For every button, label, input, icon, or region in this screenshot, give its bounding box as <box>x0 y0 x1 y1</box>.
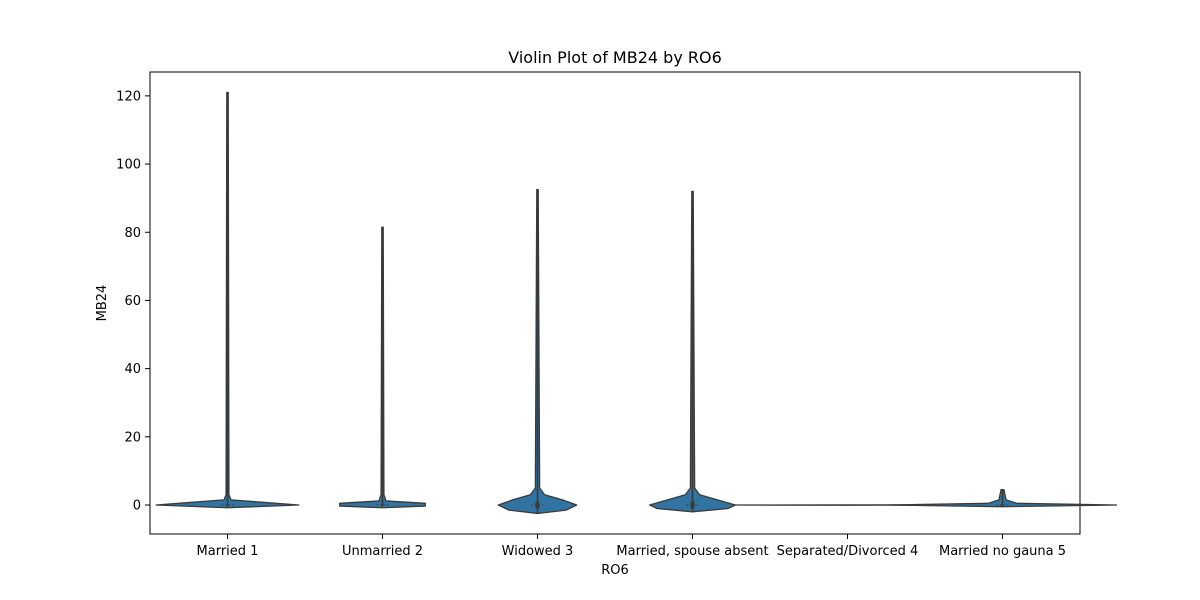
y-tick-label-5: 100 <box>116 158 141 173</box>
chart-title: Violin Plot of MB24 by RO6 <box>508 48 722 67</box>
plot-frame <box>149 71 1081 535</box>
y-tick-label-0: 0 <box>133 499 141 514</box>
x-tick-label-2: Widowed 3 <box>502 544 574 559</box>
x-tick-label-1: Unmarried 2 <box>342 544 423 559</box>
y-tick-label-4: 80 <box>124 226 141 241</box>
y-tick-label-2: 40 <box>124 362 141 377</box>
y-tick-label-1: 20 <box>124 430 141 445</box>
x-axis-label: RO6 <box>601 563 629 578</box>
x-tick-label-3: Married, spouse absent <box>616 544 768 559</box>
violins-group <box>155 91 1118 515</box>
y-tick-label-6: 120 <box>116 89 141 104</box>
x-axis: Married 1 Unmarried 2 Widowed 3 Married, sp… <box>197 534 1066 559</box>
x-tick-label-5: Married no gauna 5 <box>939 544 1066 559</box>
x-tick-label-4: Separated/Divorced 4 <box>777 544 919 559</box>
x-tick-label-0: Married 1 <box>197 544 259 559</box>
y-axis: 0 20 40 60 80 100 120 <box>116 89 150 514</box>
y-axis-label: MB24 <box>95 285 110 322</box>
y-tick-label-3: 60 <box>124 294 141 309</box>
